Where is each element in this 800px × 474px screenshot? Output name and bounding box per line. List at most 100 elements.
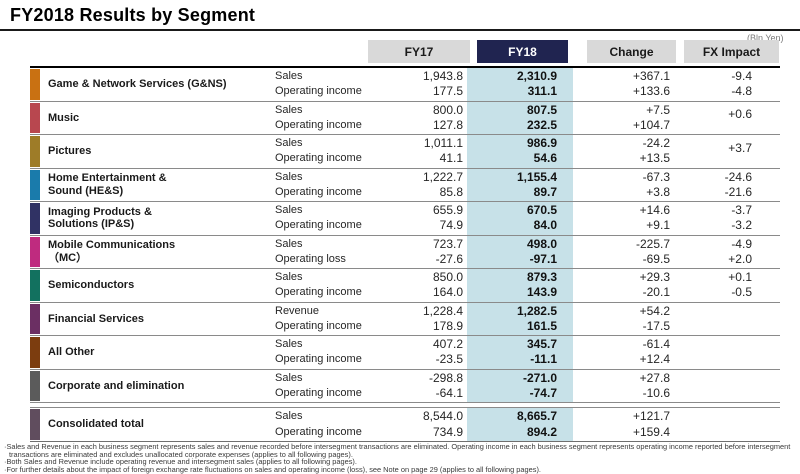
column-gap <box>670 303 686 336</box>
segment-row-7: Financial Services Revenue Operating inc… <box>30 302 780 336</box>
fy17-value-row2: 178.9 <box>432 318 463 333</box>
segment-name: Game & Network Services (G&NS) <box>48 78 227 90</box>
fy17-values: -298.8 -64.1 <box>365 370 463 403</box>
change-values: +29.3 -20.1 <box>597 269 670 302</box>
change-value-row2: -17.5 <box>642 318 670 333</box>
metric-labels: Sales Operating income <box>265 68 365 101</box>
metric-label-row1: Sales <box>275 170 303 183</box>
metric-labels: Revenue Operating income <box>265 303 365 336</box>
fy17-value-row1: 407.2 <box>432 337 463 352</box>
change-values: +367.1 +133.6 <box>597 68 670 101</box>
segment-color-swatch <box>30 69 40 100</box>
fy17-value-row2: 164.0 <box>432 285 463 300</box>
segment-color-swatch <box>30 337 40 368</box>
fy17-values: 1,228.4 178.9 <box>365 303 463 336</box>
column-gap <box>573 169 597 202</box>
fy17-value-row2: -64.1 <box>435 385 463 400</box>
metric-labels: Sales Operating income <box>265 370 365 403</box>
fx-value-row1: +0.6 <box>728 107 752 121</box>
segment-row-4: Imaging Products & Solutions (IP&S) Sale… <box>30 202 780 236</box>
change-value-row1: +29.3 <box>639 270 670 285</box>
segment-row-9: Corporate and elimination Sales Operatin… <box>30 369 780 403</box>
fy18-value-row1: 498.0 <box>526 236 557 251</box>
fy18-value-row1: 2,310.9 <box>516 69 557 84</box>
segment-color-bar <box>30 236 40 269</box>
metric-labels: Sales Operating income <box>265 135 365 168</box>
fy18-value-row1: 1,155.4 <box>516 169 557 184</box>
column-gap <box>573 102 597 135</box>
fy17-value-row2: 85.8 <box>439 184 463 199</box>
fy18-values: 879.3 143.9 <box>467 269 573 302</box>
fy18-value-row1: 807.5 <box>526 102 557 117</box>
fy18-value-row2: -74.7 <box>529 385 557 400</box>
segment-row-1: Music Sales Operating income 800.0 127.8… <box>30 101 780 135</box>
metric-label-row2: Operating income <box>275 185 362 198</box>
fy17-value-row1: 1,228.4 <box>422 303 463 318</box>
fy18-values: 1,155.4 89.7 <box>467 168 573 201</box>
metric-labels: Sales Operating income <box>265 408 365 441</box>
column-gap <box>573 135 597 168</box>
metric-label-row1: Sales <box>275 410 303 423</box>
footnote-line-3: ·Both Sales and Revenue include operatin… <box>4 457 357 467</box>
segment-name: Consolidated total <box>48 418 144 431</box>
metric-label-row1: Revenue <box>275 304 320 317</box>
fy17-value-row1: -298.8 <box>428 370 463 385</box>
column-header-fy17: FY17 <box>368 40 470 63</box>
segment-color-bar <box>30 269 40 302</box>
fy18-values: 670.5 84.0 <box>467 202 573 235</box>
fy18-value-row2: 89.7 <box>533 184 557 199</box>
fy18-value-row1: -271.0 <box>522 370 557 385</box>
fx-value-row1: -9.4 <box>731 69 752 84</box>
metric-labels: Sales Operating income <box>265 169 365 202</box>
fy18-value-row1: 670.5 <box>526 203 557 218</box>
segment-color-swatch <box>30 370 40 401</box>
fy18-value-row2: 311.1 <box>527 84 557 99</box>
change-value-row1: -225.7 <box>635 236 670 251</box>
column-gap <box>573 303 597 336</box>
fx-value-row1: -4.9 <box>731 236 752 251</box>
change-value-row1: +54.2 <box>639 303 670 318</box>
metric-label-row1: Sales <box>275 371 303 384</box>
column-gap <box>670 68 686 101</box>
change-value-row2: +3.8 <box>646 184 670 199</box>
segment-color-bar <box>30 303 40 336</box>
segment-name: Semiconductors <box>48 279 135 291</box>
metric-label-row1: Sales <box>275 137 303 150</box>
column-gap <box>670 102 686 135</box>
fx-value-row2: -3.2 <box>731 218 752 233</box>
fy17-values: 850.0 164.0 <box>365 269 463 302</box>
segment-name: Pictures <box>48 145 92 157</box>
change-value-row1: -61.4 <box>642 337 670 352</box>
fx-value-row2: -21.6 <box>724 184 752 199</box>
fx-value-row1: +0.1 <box>728 270 752 285</box>
fy18-value-row1: 8,665.7 <box>516 409 557 424</box>
metric-labels: Sales Operating income <box>265 102 365 135</box>
title-divider <box>0 29 800 31</box>
segment-color-bar <box>30 408 40 441</box>
metric-labels: Sales Operating income <box>265 336 365 369</box>
fy17-values: 8,544.0 734.9 <box>365 408 463 441</box>
column-gap <box>573 336 597 369</box>
column-gap <box>573 269 597 302</box>
fy17-value-row2: 127.8 <box>432 117 463 132</box>
fy18-values: 986.9 54.6 <box>467 135 573 168</box>
segment-name: Imaging Products & Solutions (IP&S) <box>48 205 152 231</box>
segment-color-swatch <box>30 102 40 133</box>
fx-impact-values <box>686 370 752 403</box>
metric-label-row2: Operating income <box>275 85 362 98</box>
change-values: +7.5 +104.7 <box>597 102 670 135</box>
fy18-values: 498.0 -97.1 <box>467 235 573 268</box>
fy18-value-row2: -97.1 <box>529 251 557 266</box>
fx-impact-values: +3.7 <box>686 135 752 168</box>
fy17-value-row1: 800.0 <box>432 102 463 117</box>
change-value-row2: -69.5 <box>642 251 670 266</box>
row-right-margin <box>752 370 780 403</box>
fy17-value-row1: 1,222.7 <box>422 169 463 184</box>
metric-label-row2: Operating loss <box>275 252 346 265</box>
change-value-row1: +14.6 <box>639 203 670 218</box>
fy17-value-row1: 850.0 <box>432 270 463 285</box>
fy18-value-row2: 84.0 <box>533 218 557 233</box>
segment-table: Game & Network Services (G&NS) Sales Ope… <box>30 66 780 442</box>
column-gap <box>573 202 597 235</box>
segment-color-swatch <box>30 270 40 301</box>
